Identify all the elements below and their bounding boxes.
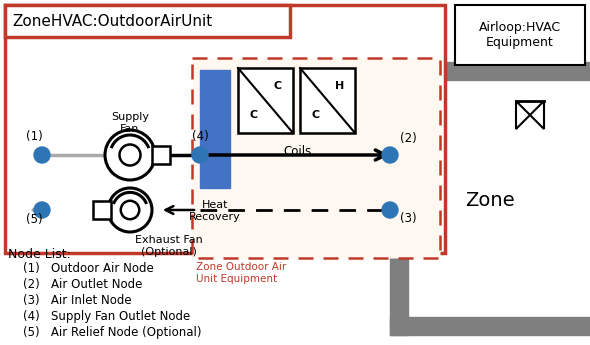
Text: C: C xyxy=(312,110,319,120)
Text: Node List:: Node List: xyxy=(8,248,71,261)
Circle shape xyxy=(192,147,208,163)
Text: Coils: Coils xyxy=(283,145,311,158)
Bar xyxy=(93,201,111,219)
Bar xyxy=(192,58,440,258)
Text: Exhaust Fan
(Optional): Exhaust Fan (Optional) xyxy=(135,235,203,257)
Text: Supply
Fan: Supply Fan xyxy=(111,112,149,134)
Text: (4)   Supply Fan Outlet Node: (4) Supply Fan Outlet Node xyxy=(8,310,190,323)
Text: C: C xyxy=(250,110,257,120)
Text: Zone: Zone xyxy=(465,190,515,209)
Text: (3)   Air Inlet Node: (3) Air Inlet Node xyxy=(8,294,132,307)
Bar xyxy=(200,70,230,188)
Circle shape xyxy=(34,147,50,163)
Text: Zone Outdoor Air
Unit Equipment: Zone Outdoor Air Unit Equipment xyxy=(196,262,286,284)
Text: Airloop:HVAC
Equipment: Airloop:HVAC Equipment xyxy=(479,21,561,49)
Bar xyxy=(152,146,170,164)
Text: (2)   Air Outlet Node: (2) Air Outlet Node xyxy=(8,278,142,291)
Circle shape xyxy=(382,202,398,218)
Text: C: C xyxy=(274,81,281,91)
Bar xyxy=(390,62,590,80)
Text: (3): (3) xyxy=(400,212,417,225)
Bar xyxy=(390,317,590,335)
Bar xyxy=(390,62,408,335)
Bar xyxy=(300,68,355,133)
Text: (5): (5) xyxy=(26,213,42,226)
Text: ZoneHVAC:OutdoorAirUnit: ZoneHVAC:OutdoorAirUnit xyxy=(12,14,212,30)
Circle shape xyxy=(34,202,50,218)
Circle shape xyxy=(105,130,155,180)
Text: (1)   Outdoor Air Node: (1) Outdoor Air Node xyxy=(8,262,154,275)
Bar xyxy=(455,5,585,65)
Text: H: H xyxy=(335,81,344,91)
Bar xyxy=(238,68,293,133)
Circle shape xyxy=(382,147,398,163)
Text: (1): (1) xyxy=(25,130,42,143)
Bar xyxy=(5,5,290,37)
Circle shape xyxy=(108,188,152,232)
Text: (4): (4) xyxy=(192,130,208,143)
Bar xyxy=(5,5,445,253)
Text: Heat
Recovery: Heat Recovery xyxy=(189,200,241,221)
Text: (5)   Air Relief Node (Optional): (5) Air Relief Node (Optional) xyxy=(8,326,202,339)
Text: (2): (2) xyxy=(400,132,417,145)
